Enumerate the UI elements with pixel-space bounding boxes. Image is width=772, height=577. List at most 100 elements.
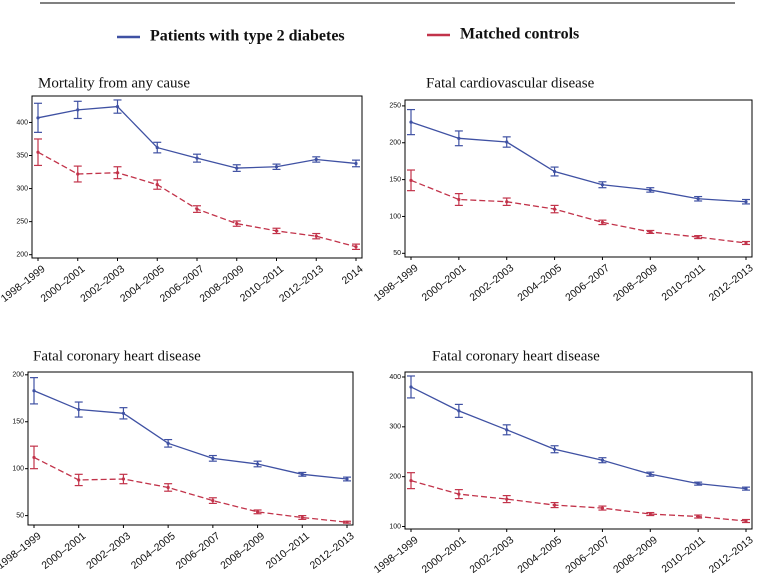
point <box>300 515 304 520</box>
y-tick-label: 200 <box>12 372 24 379</box>
x-tick-label: 2004–2005 <box>515 262 564 304</box>
point <box>195 207 199 211</box>
point <box>235 222 239 226</box>
point <box>274 165 279 169</box>
point <box>409 385 413 389</box>
point <box>552 207 557 211</box>
x-tick-label: 2000–2001 <box>420 534 469 576</box>
y-tick-label: 100 <box>389 213 401 220</box>
point <box>76 172 80 176</box>
point <box>696 197 700 201</box>
panel-title: Mortality from any cause <box>38 75 190 91</box>
y-tick-label: 200 <box>389 474 401 481</box>
x-tick-label: 2012–2013 <box>308 530 357 572</box>
y-tick-label: 100 <box>12 466 24 473</box>
point <box>36 116 40 120</box>
x-tick-label: 2012–2013 <box>707 262 756 304</box>
point <box>409 479 413 483</box>
panel: Fatal coronary heart disease 100 200 300 400… <box>372 348 756 575</box>
panel: Fatal coronary heart disease 50 100 150 200 1… <box>0 348 357 571</box>
y-tick-label: 350 <box>16 152 28 159</box>
panel-title: Fatal cardiovascular disease <box>426 75 595 91</box>
point <box>77 407 81 412</box>
point <box>211 456 215 460</box>
point <box>255 510 260 514</box>
legend-label: Patients with type 2 diabetes <box>150 28 345 45</box>
panel-title: Fatal coronary heart disease <box>33 348 201 364</box>
x-tick-label: 2006–2007 <box>563 534 612 576</box>
series-line <box>410 179 747 244</box>
point <box>345 477 349 481</box>
point <box>274 229 279 233</box>
x-tick-label: 2010–2011 <box>660 534 708 575</box>
point <box>505 497 509 501</box>
point <box>115 171 120 175</box>
legend-label: Matched controls <box>460 26 579 43</box>
y-tick-label: 400 <box>389 374 401 381</box>
point <box>552 503 557 507</box>
panel: Fatal cardiovascular disease501001502002… <box>372 75 756 303</box>
series-line <box>410 480 747 522</box>
point <box>121 411 126 415</box>
point <box>505 200 509 204</box>
y-tick-label: 150 <box>389 176 401 183</box>
y-tick-label: 200 <box>16 252 28 259</box>
panel-title: Fatal coronary heart disease <box>432 348 600 364</box>
series-line <box>33 456 348 523</box>
x-tick-label: 1998–1999 <box>372 262 421 304</box>
point <box>155 183 159 187</box>
point <box>457 197 461 202</box>
point <box>600 458 605 462</box>
y-tick-label: 300 <box>389 424 401 431</box>
x-tick-label: 2008–2009 <box>198 263 247 305</box>
point <box>166 485 170 490</box>
y-tick-label: 200 <box>389 140 401 147</box>
x-tick-label: 2002–2003 <box>467 262 516 304</box>
point <box>696 514 700 519</box>
point <box>32 455 36 460</box>
point <box>314 157 318 162</box>
series-line <box>410 121 747 203</box>
y-tick-label: 50 <box>393 250 401 257</box>
point <box>600 183 605 187</box>
point <box>409 120 413 124</box>
point <box>77 478 81 482</box>
y-tick-label: 150 <box>12 419 24 426</box>
point <box>211 498 215 503</box>
panel: Mortality from any cause2002503003504001… <box>0 75 366 304</box>
point <box>235 166 239 170</box>
point <box>696 482 700 486</box>
point <box>115 104 120 109</box>
x-tick-label: 1998–1999 <box>372 534 421 576</box>
point <box>155 145 159 150</box>
point <box>744 519 748 523</box>
x-tick-label: 2004–2005 <box>515 534 564 576</box>
series-line <box>37 151 357 248</box>
point <box>744 487 748 491</box>
point <box>505 140 509 144</box>
point <box>600 220 605 224</box>
point <box>648 188 652 192</box>
x-tick-label: 2002–2003 <box>84 530 133 572</box>
x-tick-label: 2010–2011 <box>660 262 708 303</box>
point <box>648 230 652 234</box>
y-tick-label: 300 <box>16 185 28 192</box>
y-tick-label: 250 <box>16 218 28 225</box>
y-tick-label: 250 <box>389 103 401 110</box>
x-tick-label: 2006–2007 <box>174 530 223 572</box>
point <box>255 462 260 466</box>
point <box>354 161 358 166</box>
point <box>300 472 304 476</box>
x-tick-label: 2010–2011 <box>264 530 312 571</box>
y-tick-label: 50 <box>16 512 24 519</box>
point <box>345 520 349 524</box>
y-tick-label: 100 <box>389 523 401 530</box>
point <box>121 477 126 481</box>
point <box>36 150 40 154</box>
x-tick-label: 2012–2013 <box>707 534 756 576</box>
point <box>744 241 748 245</box>
point <box>552 447 557 451</box>
x-tick-label: 2008–2009 <box>611 262 660 304</box>
point <box>409 178 413 182</box>
x-tick-label: 2002–2003 <box>467 534 516 576</box>
